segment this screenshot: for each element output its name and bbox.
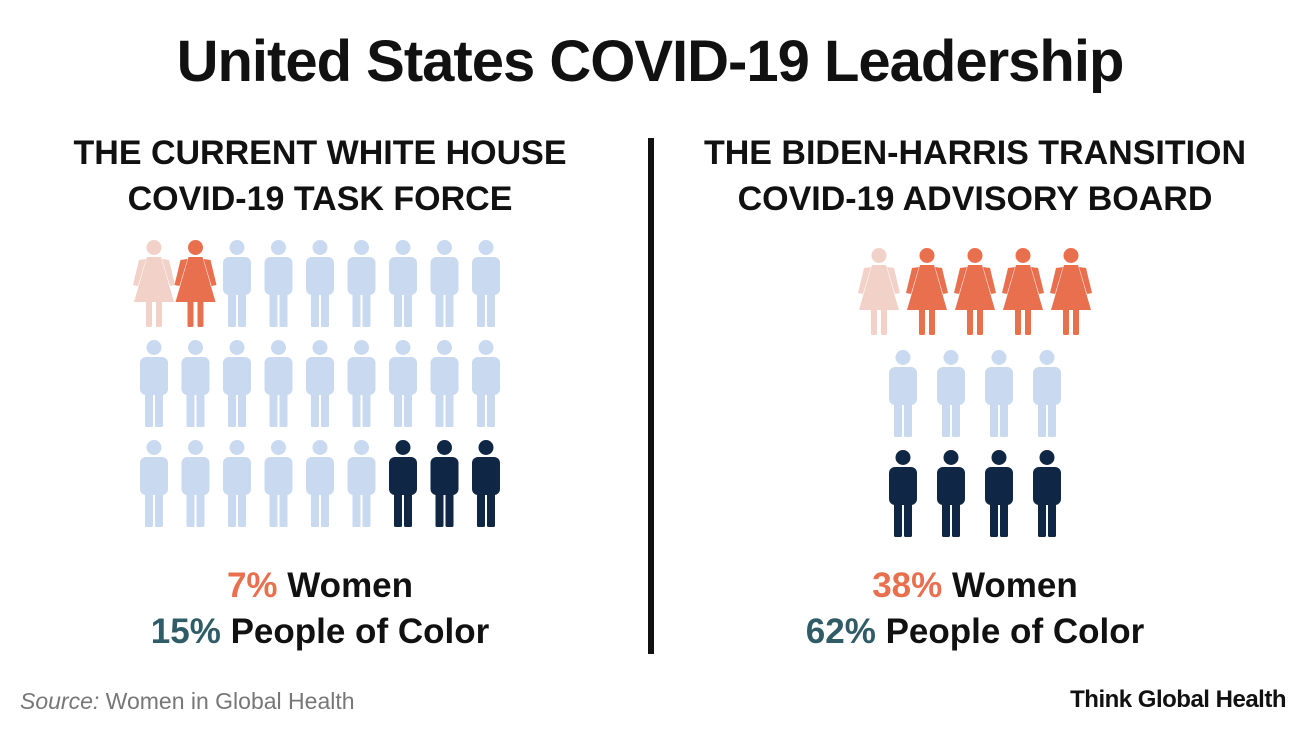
women-label: Women bbox=[952, 566, 1078, 605]
man-figure-icon bbox=[937, 450, 965, 537]
man-figure-icon bbox=[264, 340, 293, 427]
man-figure-icon bbox=[985, 350, 1013, 437]
poc-stat: 15% People of Color bbox=[10, 609, 630, 655]
women-label: Women bbox=[287, 566, 414, 605]
man-figure-icon bbox=[430, 340, 459, 427]
man-figure-icon bbox=[306, 440, 334, 527]
women-percent: 7% bbox=[226, 566, 278, 605]
man-figure-icon bbox=[889, 350, 917, 437]
chart-title: United States COVID-19 Leadership bbox=[176, 29, 1125, 94]
man-figure-icon bbox=[389, 340, 417, 427]
man-figure-icon bbox=[937, 350, 965, 437]
man-figure-icon bbox=[889, 450, 917, 537]
man-figure-icon bbox=[472, 340, 500, 427]
poc-stat: 62% People of Color bbox=[665, 609, 1285, 655]
poc-percent: 15% bbox=[150, 612, 221, 651]
man-figure-icon bbox=[264, 440, 293, 527]
man-figure-icon bbox=[430, 440, 459, 527]
man-figure-icon bbox=[347, 240, 376, 327]
man-figure-icon bbox=[223, 440, 251, 527]
man-figure-icon bbox=[472, 240, 500, 327]
source-label: Source: bbox=[20, 688, 100, 714]
woman-figure-icon bbox=[858, 248, 900, 335]
man-figure-icon bbox=[1033, 450, 1061, 537]
man-figure-icon bbox=[1033, 350, 1061, 437]
man-figure-icon bbox=[472, 440, 500, 527]
woman-figure-icon bbox=[1050, 248, 1092, 335]
poc-label: People of Color bbox=[885, 612, 1145, 651]
woman-figure-icon bbox=[954, 248, 996, 335]
man-figure-icon bbox=[306, 240, 334, 327]
task-force-pictogram bbox=[133, 240, 500, 527]
advisory-board-heading: THE BIDEN-HARRIS TRANSITION COVID-19 ADV… bbox=[703, 134, 1247, 218]
man-figure-icon bbox=[306, 340, 334, 427]
task-force-panel: THE CURRENT WHITE HOUSE COVID-19 TASK FO… bbox=[10, 130, 630, 651]
woman-figure-icon bbox=[906, 248, 948, 335]
man-figure-icon bbox=[985, 450, 1013, 537]
source-note: Source: Women in Global Health bbox=[20, 688, 355, 715]
man-figure-icon bbox=[181, 340, 210, 427]
man-figure-icon bbox=[181, 440, 210, 527]
man-figure-icon bbox=[223, 240, 251, 327]
man-figure-icon bbox=[223, 340, 251, 427]
advisory-board-stats: 38% Women 62% People of Color bbox=[665, 563, 1285, 655]
man-figure-icon bbox=[347, 440, 376, 527]
task-force-stats: 7% Women 15% People of Color bbox=[10, 563, 630, 655]
women-stat: 7% Women bbox=[10, 563, 630, 609]
woman-figure-icon bbox=[133, 240, 175, 327]
source-text: Women in Global Health bbox=[105, 688, 355, 714]
man-figure-icon bbox=[347, 340, 376, 427]
man-figure-icon bbox=[389, 440, 417, 527]
advisory-board-panel: THE BIDEN-HARRIS TRANSITION COVID-19 ADV… bbox=[665, 130, 1285, 651]
panel-divider bbox=[648, 138, 654, 654]
women-percent: 38% bbox=[872, 566, 943, 605]
woman-figure-icon bbox=[174, 240, 217, 327]
man-figure-icon bbox=[140, 340, 168, 427]
woman-figure-icon bbox=[1002, 248, 1044, 335]
man-figure-icon bbox=[430, 240, 459, 327]
man-figure-icon bbox=[264, 240, 293, 327]
man-figure-icon bbox=[140, 440, 168, 527]
poc-percent: 62% bbox=[805, 612, 876, 651]
women-stat: 38% Women bbox=[665, 563, 1285, 609]
brand-logo-text: Think Global Health bbox=[1070, 686, 1286, 713]
poc-label: People of Color bbox=[230, 612, 490, 651]
advisory-board-pictogram bbox=[858, 248, 1092, 537]
man-figure-icon bbox=[389, 240, 417, 327]
task-force-heading: THE CURRENT WHITE HOUSE COVID-19 TASK FO… bbox=[73, 134, 567, 218]
